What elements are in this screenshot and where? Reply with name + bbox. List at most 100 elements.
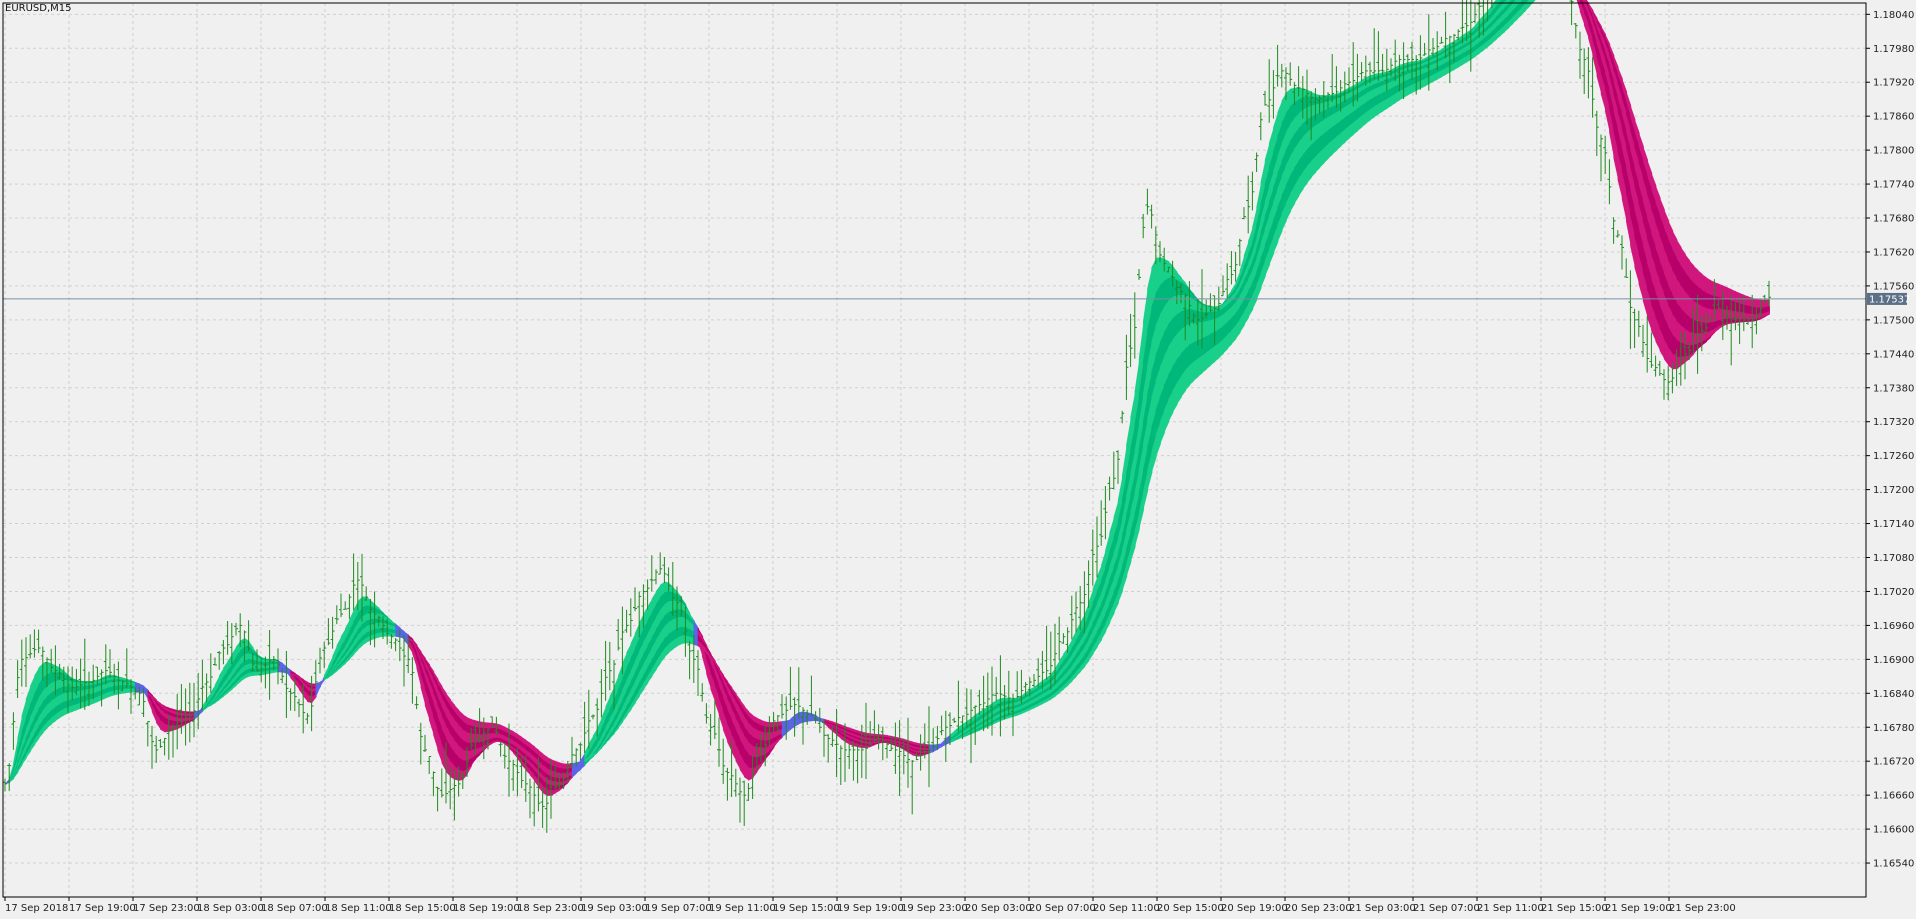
price-bar	[1662, 369, 1666, 400]
ribbon-segment	[1147, 451, 1153, 491]
x-tick-label: 20 Sep 07:00	[1029, 903, 1096, 914]
ribbon-segment	[1239, 311, 1245, 334]
price-bar	[297, 698, 301, 718]
price-bar	[1145, 188, 1150, 215]
price-bar	[742, 780, 747, 826]
price-bar	[1057, 616, 1062, 661]
x-tick-label: 19 Sep 23:00	[901, 903, 968, 914]
price-bar	[1124, 334, 1129, 400]
y-tick-label: 1.17080	[1873, 553, 1914, 564]
ribbon-segment	[210, 701, 216, 706]
y-tick-label: 1.17620	[1873, 247, 1914, 258]
ribbon-segment	[500, 724, 506, 732]
ribbon-segment	[521, 736, 527, 746]
ribbon-segment	[13, 769, 19, 780]
ribbon-segment	[1067, 676, 1073, 686]
ribbon-segment	[601, 742, 607, 749]
ribbon-segment	[513, 731, 519, 739]
ribbon-segment	[626, 704, 632, 717]
price-bar	[822, 719, 826, 757]
price-bar	[1599, 134, 1603, 182]
price-bar	[1044, 625, 1049, 680]
ribbon-segment	[966, 733, 972, 736]
price-bar	[28, 634, 33, 659]
price-bar	[700, 683, 705, 702]
ribbon-segment	[458, 709, 464, 722]
ribbon-segment	[643, 675, 649, 691]
ribbon-segment	[1172, 382, 1178, 414]
ribbon-segment	[1151, 435, 1157, 473]
price-bar	[330, 616, 335, 649]
ribbon-segment	[1134, 512, 1140, 547]
x-tick-label: 18 Sep 23:00	[517, 903, 584, 914]
price-bar	[880, 726, 885, 761]
ribbon-segment	[429, 663, 435, 675]
ribbon-segment	[1025, 707, 1031, 713]
ribbon-segment	[445, 692, 451, 706]
x-tick-label: 20 Sep 23:00	[1285, 903, 1352, 914]
ribbon-segment	[1193, 358, 1199, 382]
ribbon-segment	[1071, 671, 1077, 682]
price-bar	[1267, 59, 1272, 123]
price-bar	[591, 714, 595, 720]
ribbon-segment	[1096, 631, 1103, 648]
ribbon-segment	[1214, 342, 1220, 363]
price-bar	[343, 601, 348, 610]
ribbon-segment	[1029, 705, 1035, 711]
y-tick-label: 1.17800	[1873, 146, 1914, 157]
price-bar	[826, 734, 831, 763]
price-bar	[313, 660, 318, 685]
ribbon-segment	[525, 739, 531, 749]
ribbon-segment	[534, 746, 540, 756]
ribbon-segment	[1168, 390, 1174, 422]
price-bar	[893, 722, 898, 774]
ribbon-segment	[1050, 692, 1056, 700]
price-bar	[288, 688, 293, 711]
price-bar	[318, 647, 322, 674]
symbol-label: EURUSD,M15	[5, 3, 72, 14]
plot-frame	[2, 2, 1867, 898]
ribbon-segment	[664, 643, 670, 658]
price-bar	[339, 593, 343, 618]
price-bar	[1611, 217, 1616, 244]
ribbon-segment	[1017, 711, 1023, 716]
ribbon-segment	[538, 749, 544, 760]
ribbon-segment	[357, 640, 363, 651]
y-tick-label: 1.16600	[1873, 825, 1914, 836]
price-bar	[19, 639, 24, 687]
price-bar	[1666, 366, 1671, 401]
ribbon-segment	[1084, 654, 1090, 668]
ribbon-segment	[1142, 470, 1149, 510]
price-bar	[427, 756, 432, 775]
x-tick-label: 20 Sep 03:00	[965, 903, 1032, 914]
price-bar	[1250, 171, 1255, 211]
price-bar	[192, 682, 196, 738]
price-bar	[1229, 251, 1234, 285]
price-bar	[402, 635, 406, 687]
ribbon-segment	[235, 677, 242, 686]
price-bar	[1225, 263, 1230, 299]
ribbon-segment	[4, 782, 11, 785]
price-bar	[1132, 292, 1137, 359]
price-bar	[1641, 324, 1645, 357]
ribbon-segment	[1042, 698, 1048, 705]
ribbon-segment	[97, 694, 103, 703]
price-bar	[418, 722, 423, 765]
x-tick-label: 21 Sep 07:00	[1413, 903, 1480, 914]
price-bar	[1636, 310, 1641, 337]
ribbon-segment	[1113, 592, 1119, 614]
ribbon-segment	[38, 726, 44, 740]
ribbon-segment	[647, 668, 653, 684]
ribbon-segment	[231, 682, 237, 690]
price-bar	[1573, 23, 1578, 39]
grid	[3, 3, 1866, 897]
price-bar	[1279, 63, 1284, 88]
price-bar	[1242, 207, 1246, 220]
price-bar	[1137, 268, 1141, 280]
price-bar	[162, 737, 167, 756]
price-bar	[952, 717, 957, 723]
price-bar	[1372, 28, 1377, 80]
ribbon-segment	[42, 721, 48, 734]
